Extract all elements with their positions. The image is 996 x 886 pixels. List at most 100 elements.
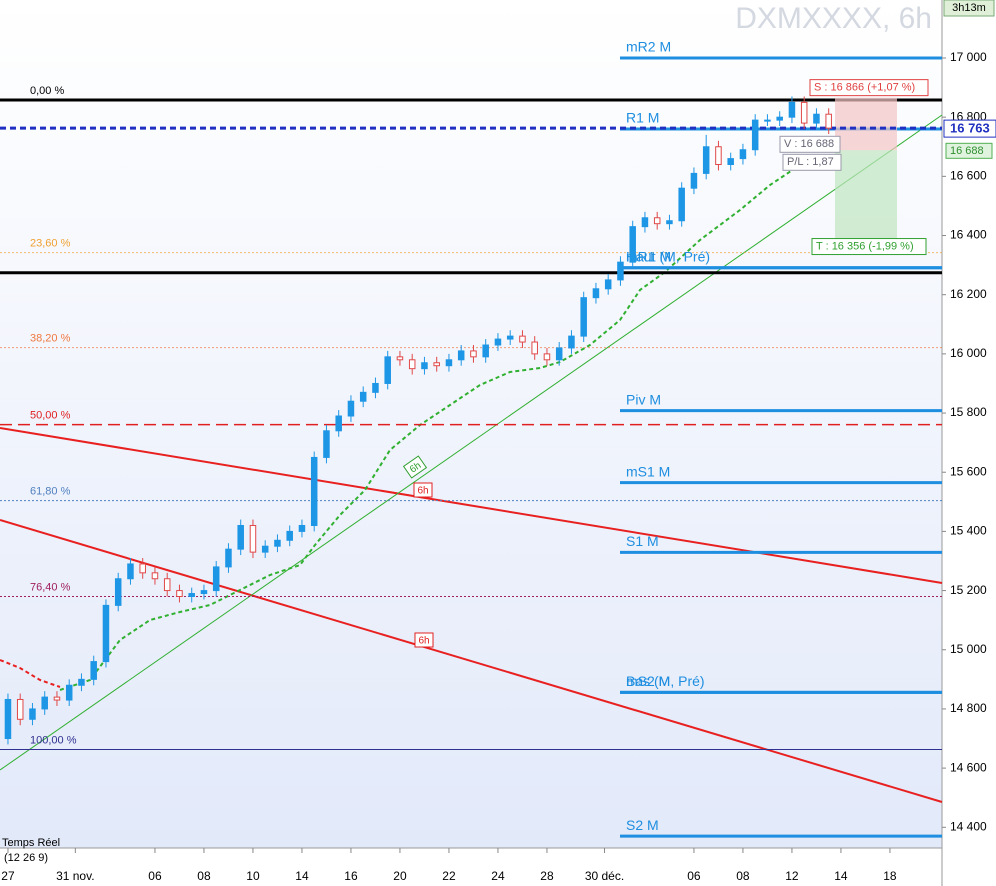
- candle-body: [715, 146, 722, 166]
- entry-label-box: [779, 135, 841, 153]
- x-tick-label: 06: [687, 869, 701, 883]
- stop-zone: [835, 97, 897, 151]
- entry-label: V : 16 688: [784, 138, 834, 150]
- candle-body: [114, 578, 122, 606]
- y-tick-label: 15 000: [950, 642, 987, 656]
- candle-body: [653, 217, 661, 225]
- candle-body: [139, 563, 146, 574]
- candle-body: [310, 456, 318, 526]
- candle-body: [200, 590, 208, 595]
- timer-box: [943, 0, 995, 17]
- fib-label: 100,00 %: [30, 734, 77, 746]
- trend-line: [0, 427, 943, 584]
- candle-body: [764, 119, 771, 122]
- candle-body: [702, 146, 710, 174]
- candle-body: [151, 572, 159, 580]
- pivot-label: Bas (M, Pré): [626, 673, 705, 689]
- x-tick-label: 06: [148, 869, 162, 883]
- y-tick-label: 15 600: [950, 464, 987, 478]
- y-tick-label: 15 200: [950, 583, 987, 597]
- candle-body: [531, 341, 538, 355]
- fib-label: 38,20 %: [30, 333, 71, 345]
- pivot-label: mS1 M: [626, 463, 670, 479]
- y-tick-label: 16 200: [950, 287, 987, 301]
- watermark-title: DXMXXXX, 6h: [735, 2, 932, 35]
- footer-params: (12 26 9): [4, 852, 48, 864]
- moving-average: [0, 659, 61, 688]
- candle-body: [470, 350, 477, 358]
- pivot-label: S1 M: [626, 533, 659, 549]
- stop-label: S : 16 866 (+1,07 %): [814, 82, 915, 94]
- last-price-label: 16 763: [950, 121, 990, 136]
- line-tag: 6h: [402, 455, 428, 479]
- fib-label: 23,60 %: [30, 238, 71, 250]
- line-tag: 6h: [413, 482, 433, 498]
- candle-body: [776, 116, 783, 121]
- pl-label-box: [782, 153, 842, 171]
- candle-body: [274, 539, 281, 547]
- candle-body: [286, 530, 293, 541]
- candle-body: [641, 217, 649, 228]
- candle-body: [4, 698, 12, 740]
- x-tick-label: 18: [883, 869, 897, 883]
- candle-body: [568, 335, 575, 349]
- candle-body: [825, 113, 832, 129]
- candle-body: [543, 353, 551, 361]
- candle-body: [408, 359, 416, 370]
- target-label: T : 16 356 (-1,99 %): [816, 240, 914, 252]
- candle-body: [359, 391, 367, 402]
- candle-body: [29, 708, 36, 720]
- x-tick-label: 12: [785, 869, 799, 883]
- y-tick-label: 15 800: [950, 405, 987, 419]
- x-tick-label: 10: [246, 869, 260, 883]
- fib-label: 50,00 %: [30, 409, 71, 421]
- candle-body: [482, 344, 489, 358]
- candle-body: [506, 335, 514, 340]
- footer-source: Temps Réel: [2, 837, 60, 849]
- pivot-label: Piv M: [626, 391, 661, 407]
- candle-body: [16, 698, 24, 720]
- line-tag-box: [402, 455, 428, 479]
- x-tick-label: 08: [197, 869, 211, 883]
- x-tick-label: 14: [834, 869, 848, 883]
- candle-body: [433, 362, 440, 367]
- candle-body: [457, 350, 465, 361]
- candle-body: [813, 113, 820, 124]
- candle-body: [323, 430, 330, 458]
- candle-body: [555, 347, 563, 361]
- pivot-label: mR1 M: [626, 248, 671, 264]
- candle-body: [617, 261, 624, 281]
- fib-label: 61,80 %: [30, 486, 71, 498]
- candle-body: [90, 661, 97, 680]
- pivot-label: mR2 M: [626, 39, 671, 55]
- trend-line: [0, 114, 943, 771]
- candle-body: [127, 563, 134, 580]
- candle-body: [421, 362, 428, 370]
- x-tick-label: 30 déc.: [585, 869, 624, 883]
- candle-body: [225, 548, 232, 568]
- candle-body: [751, 119, 759, 151]
- line-tag-label: 6h: [408, 460, 423, 475]
- candle-body: [261, 545, 269, 553]
- candle-body: [800, 101, 808, 124]
- pivot-label: R1 M: [626, 110, 659, 126]
- candle-body: [592, 288, 600, 299]
- candle-body: [102, 604, 110, 663]
- target-zone: [835, 150, 897, 249]
- y-tick-label: 14 800: [950, 701, 987, 715]
- entry-tag-box: [945, 142, 993, 159]
- trend-line: [0, 519, 943, 803]
- y-tick-label: 14 400: [950, 819, 987, 833]
- y-tick-label: 16 400: [950, 228, 987, 242]
- fib-label: 76,40 %: [30, 581, 71, 593]
- candle-body: [384, 356, 391, 384]
- candle-body: [739, 149, 747, 160]
- y-tick-label: 17 000: [950, 50, 987, 64]
- pl-label: P/L : 1,87: [787, 156, 834, 168]
- candle-body: [580, 297, 587, 337]
- candle-body: [788, 101, 796, 118]
- fib-label: 0,00 %: [30, 85, 64, 97]
- line-tag-label: 6h: [417, 486, 428, 497]
- x-tick-label: 14: [295, 869, 309, 883]
- candle-body: [604, 279, 612, 290]
